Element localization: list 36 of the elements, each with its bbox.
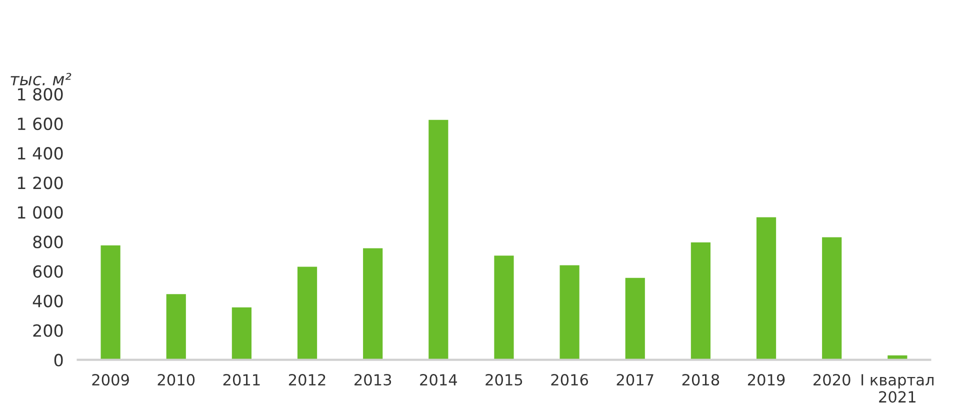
bar bbox=[230, 306, 253, 360]
x-tick-label: 2012 bbox=[288, 374, 326, 386]
y-tick-label: 800 bbox=[33, 236, 63, 248]
x-tick-label: 2018 bbox=[682, 374, 720, 386]
bar bbox=[492, 254, 516, 360]
bar bbox=[427, 118, 450, 360]
y-axis-title: тыс. м² bbox=[10, 72, 72, 86]
bar bbox=[99, 244, 122, 360]
x-tick-label: 2011 bbox=[223, 374, 260, 386]
y-tick-label: 1 000 bbox=[18, 206, 63, 219]
x-tick-label: 2013 bbox=[354, 374, 392, 386]
x-tick-label: 2015 bbox=[486, 374, 522, 386]
y-tick-label: 1 600 bbox=[18, 118, 63, 130]
y-tick-label: 1 200 bbox=[18, 176, 63, 190]
y-tick-label: 1 400 bbox=[18, 147, 63, 160]
y-tick-label: 400 bbox=[32, 294, 63, 308]
x-tick-label: 2019 bbox=[748, 374, 785, 386]
bar bbox=[755, 216, 778, 360]
bar bbox=[164, 292, 188, 360]
bar bbox=[690, 241, 712, 360]
bar bbox=[558, 264, 581, 360]
x-tick-label: I квартал 2021 bbox=[862, 374, 934, 403]
x-tick-label: 2016 bbox=[551, 374, 588, 386]
bar bbox=[624, 276, 646, 360]
bar bbox=[820, 236, 844, 360]
x-tick-label: 2009 bbox=[92, 374, 129, 386]
y-tick-label: 1 800 bbox=[18, 88, 63, 101]
y-tick-label: 200 bbox=[33, 324, 63, 337]
x-tick-label: 2020 bbox=[814, 374, 850, 386]
x-tick-label: 2010 bbox=[158, 374, 195, 386]
y-tick-label: 0 bbox=[54, 354, 63, 366]
bar bbox=[296, 265, 318, 360]
x-tick-label: 2014 bbox=[420, 374, 457, 386]
x-tick-label: 2017 bbox=[616, 374, 654, 386]
bar bbox=[362, 246, 384, 360]
y-tick-label: 600 bbox=[33, 265, 63, 278]
